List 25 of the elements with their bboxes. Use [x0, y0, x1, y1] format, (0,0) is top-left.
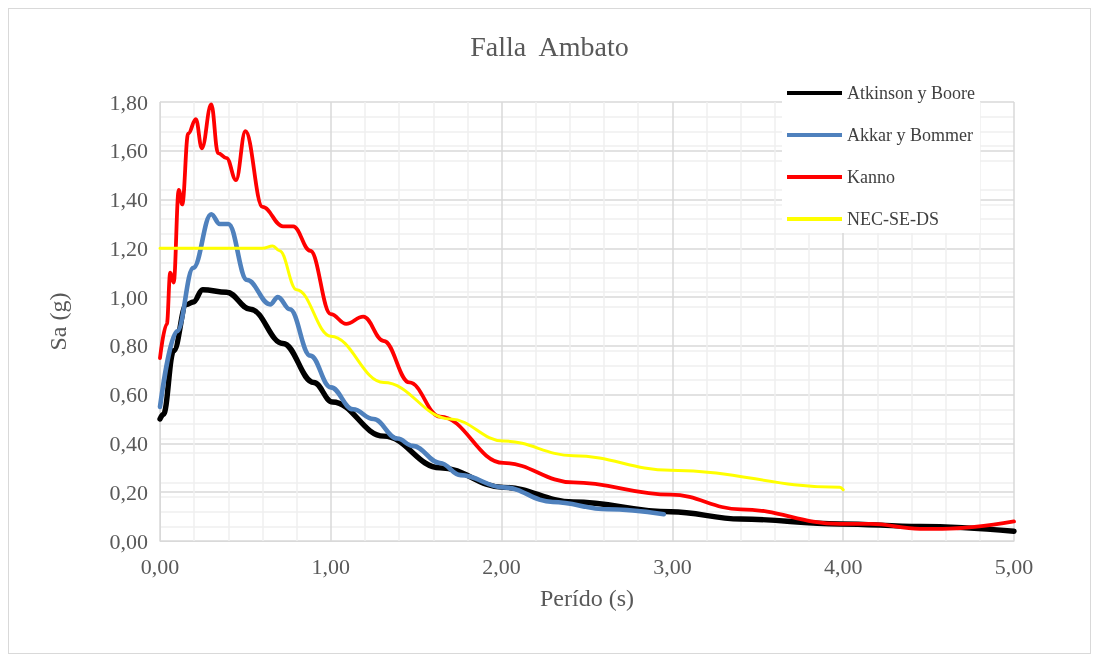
- legend-label: NEC-SE-DS: [847, 209, 940, 229]
- y-tick-label: 0,60: [109, 382, 148, 408]
- y-axis-title: Sa (g): [45, 292, 71, 351]
- y-tick-label: 1,20: [109, 235, 148, 261]
- y-tick-label: 1,00: [109, 284, 148, 310]
- y-tick-label: 0,40: [109, 430, 148, 456]
- y-tick-label: 0,20: [109, 479, 148, 505]
- chart-title: Falla Ambato: [470, 30, 629, 62]
- x-tick-label: 1,00: [311, 553, 351, 579]
- line-series: [158, 244, 845, 492]
- x-tick-label: 4,00: [823, 553, 863, 579]
- line-series: [157, 211, 667, 517]
- x-tick-label: 0,00: [140, 553, 180, 579]
- x-tick-label: 5,00: [994, 553, 1034, 579]
- x-tick-label: 3,00: [653, 553, 692, 579]
- y-tick-label: 1,60: [109, 138, 148, 164]
- x-tick-label: 2,00: [482, 553, 521, 579]
- x-axis-title: Perído (s): [540, 585, 634, 611]
- legend-label: Kanno: [847, 167, 895, 187]
- y-tick-label: 1,80: [109, 89, 148, 115]
- legend-label: Akkar y Bommer: [847, 125, 973, 145]
- y-tick-label: 1,40: [109, 187, 148, 213]
- y-tick-label: 0,80: [109, 333, 148, 359]
- legend-label: Atkinson y Boore: [847, 83, 976, 103]
- y-tick-label: 0,00: [109, 528, 148, 554]
